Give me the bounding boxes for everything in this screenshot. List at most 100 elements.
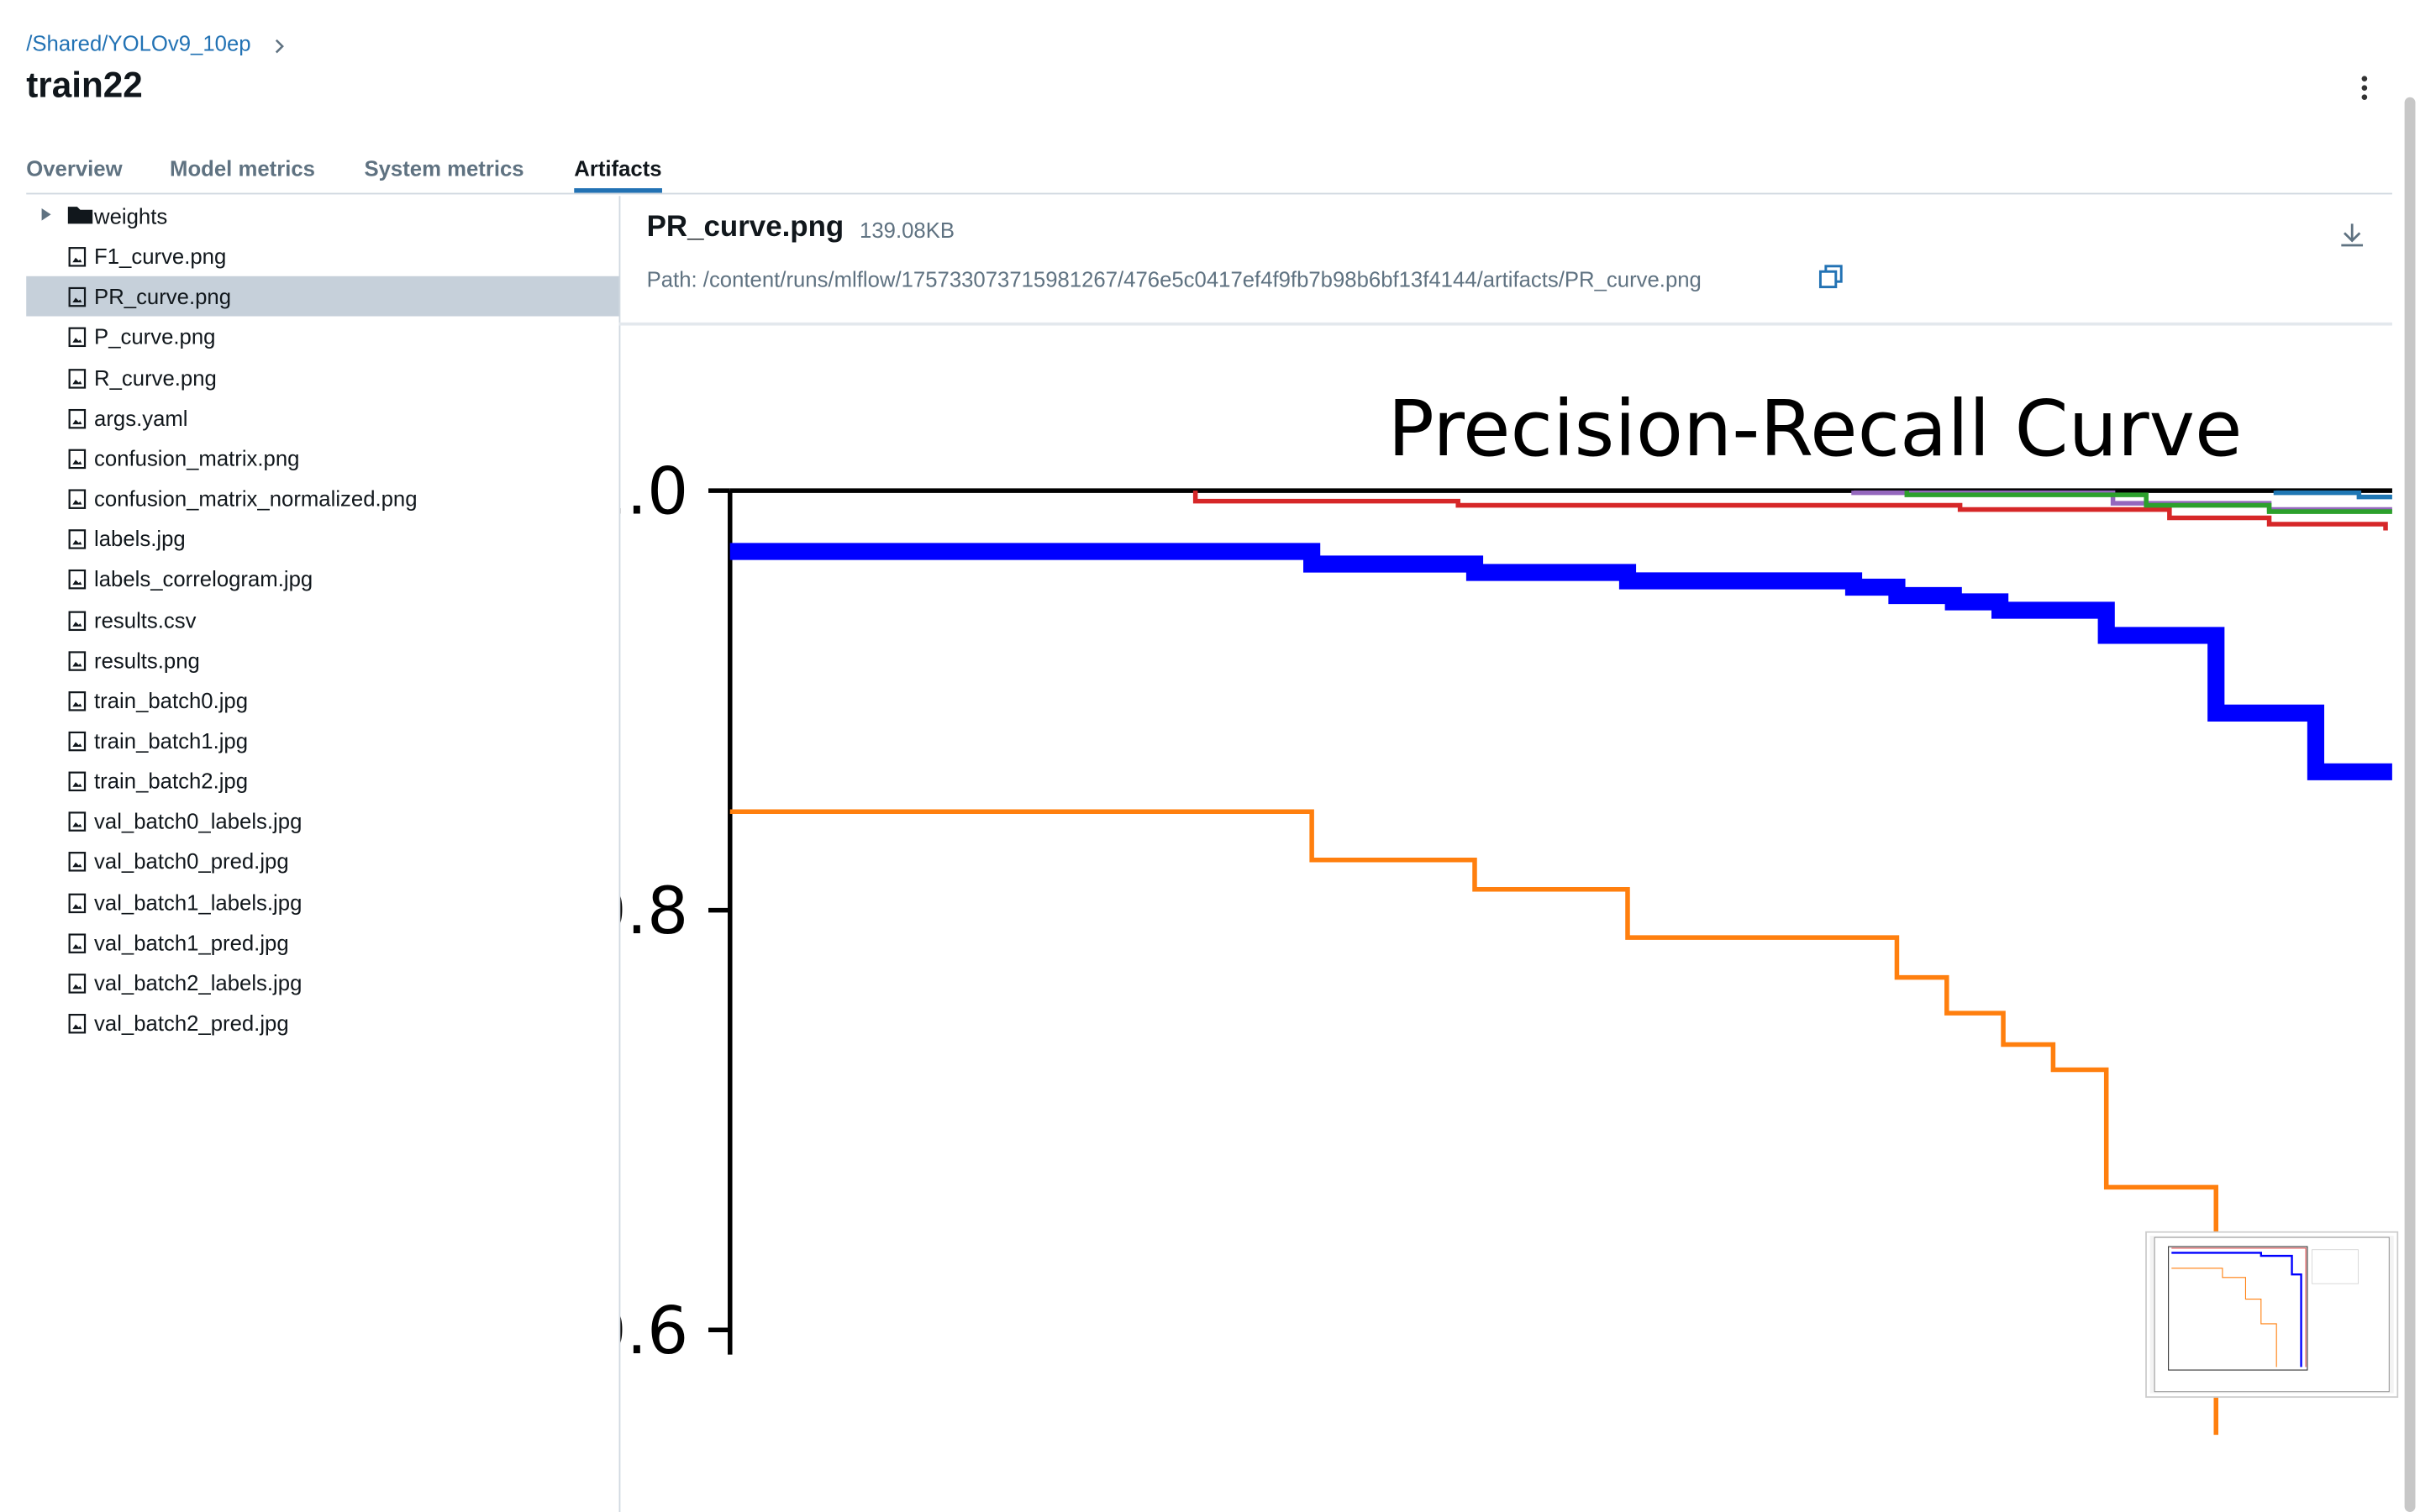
file-icon (68, 852, 87, 873)
file-icon (68, 650, 87, 671)
icon-glyph (72, 459, 82, 465)
pr-curve (729, 543, 2392, 780)
icon-glyph (72, 540, 82, 545)
icon-frame (68, 449, 87, 469)
file-name: P_curve.png (94, 324, 216, 349)
file-icon (68, 1013, 87, 1034)
file-icon (68, 610, 87, 631)
pr-curve (729, 809, 2219, 1436)
file-icon (68, 449, 87, 469)
file-name: args.yaml (94, 405, 188, 430)
file-name: train_batch1.jpg (94, 727, 249, 753)
icon-frame (68, 771, 87, 792)
tab[interactable]: System metrics (364, 155, 524, 181)
file-icon (68, 892, 87, 913)
icon-glyph (72, 580, 82, 585)
file-icon (68, 529, 87, 550)
icon-glyph (72, 500, 82, 505)
file-row[interactable]: P_curve.png (26, 317, 618, 357)
tab-underline (574, 188, 662, 193)
y-tick-label: 0.6 (586, 1294, 689, 1369)
folder-row[interactable]: weights (26, 196, 618, 236)
icon-frame (68, 650, 87, 671)
file-row[interactable]: results.csv (26, 600, 618, 640)
file-row[interactable]: labels.jpg (26, 518, 618, 559)
icon-glyph (72, 943, 82, 949)
file-row[interactable]: labels_correlogram.jpg (26, 559, 618, 600)
file-row[interactable]: args.yaml (26, 397, 618, 438)
file-icon (68, 247, 87, 267)
icon-glyph (72, 903, 82, 909)
icon-frame (68, 811, 87, 832)
pr-curve (2273, 490, 2392, 500)
file-name: F1_curve.png (94, 244, 227, 269)
icon-frame (68, 368, 87, 388)
panel-divider (618, 196, 621, 1512)
path-line: Path: /content/runs/mlflow/1757330737159… (647, 267, 1702, 291)
file-row[interactable]: F1_curve.png (26, 236, 618, 276)
icon-frame (68, 247, 87, 267)
file-row[interactable]: train_batch0.jpg (26, 680, 618, 721)
kebab-menu[interactable] (2355, 74, 2374, 105)
icon-glyph (72, 661, 82, 666)
file-name: R_curve.png (94, 365, 217, 390)
run-title: train22 (26, 65, 143, 105)
scrollbar[interactable] (2404, 97, 2416, 1512)
file-tree: weights F1_curve.png PR_curve.png P_curve.… (0, 196, 619, 1512)
icon-glyph (72, 419, 82, 424)
icon-frame (68, 731, 87, 752)
icon-frame (68, 287, 87, 307)
icon-frame (68, 690, 87, 711)
file-name: labels_correlogram.jpg (94, 566, 313, 592)
download-icon[interactable] (2338, 221, 2366, 249)
preview-file-size: 139.08KB (860, 217, 955, 243)
file-icon (68, 771, 87, 792)
file-row[interactable]: val_batch2_labels.jpg (26, 963, 618, 1003)
breadcrumb[interactable]: /Shared/YOLOv9_10ep (26, 30, 251, 56)
file-row[interactable]: R_curve.png (26, 357, 618, 397)
file-row[interactable]: confusion_matrix.png (26, 438, 618, 478)
file-name: train_batch2.jpg (94, 768, 249, 794)
file-row[interactable]: results.png (26, 640, 618, 680)
icon-frame (68, 610, 87, 631)
chevron (275, 39, 284, 54)
file-row[interactable]: val_batch0_pred.jpg (26, 842, 618, 882)
file-name: val_batch0_labels.jpg (94, 808, 302, 834)
file-row[interactable]: confusion_matrix_normalized.png (26, 478, 618, 518)
file-row[interactable]: train_batch1.jpg (26, 721, 618, 761)
icon-glyph (72, 822, 82, 827)
pr-curve (1904, 491, 2392, 514)
file-name: confusion_matrix_normalized.png (94, 486, 418, 512)
icon-glyph (72, 863, 82, 868)
y-tick-label: 0.8 (586, 874, 689, 949)
tab[interactable]: Model metrics (170, 155, 315, 181)
file-row[interactable]: val_batch0_labels.jpg (26, 801, 618, 842)
file-icon (68, 731, 87, 752)
file-name: val_batch1_pred.jpg (94, 929, 289, 955)
icon-frame (68, 892, 87, 913)
file-row[interactable]: val_batch1_pred.jpg (26, 922, 618, 963)
tab-divider (26, 192, 2392, 195)
file-icon (68, 690, 87, 711)
file-icon (68, 932, 87, 953)
file-row[interactable]: val_batch1_labels.jpg (26, 882, 618, 922)
copy-icon[interactable] (1818, 264, 1846, 291)
preview-file-name: PR_curve.png (646, 211, 844, 244)
file-row[interactable]: val_batch2_pred.jpg (26, 1003, 618, 1043)
chart-title: Precision-Recall Curve (1388, 384, 2243, 474)
file-row[interactable]: PR_curve.png (26, 276, 619, 318)
path-label: Path: (646, 266, 697, 292)
icon-glyph (72, 257, 82, 263)
file-name: labels.jpg (94, 526, 186, 552)
tab[interactable]: Overview (26, 155, 123, 181)
plot: 0.6 0.8 1.0 (586, 454, 2392, 1436)
icon-frame (68, 1013, 87, 1034)
icon-frame (68, 852, 87, 873)
tab[interactable]: Artifacts (574, 155, 662, 181)
icon-glyph (72, 621, 82, 626)
minimap[interactable] (2145, 1231, 2399, 1399)
file-row[interactable]: train_batch2.jpg (26, 761, 618, 801)
file-icon (68, 489, 87, 510)
